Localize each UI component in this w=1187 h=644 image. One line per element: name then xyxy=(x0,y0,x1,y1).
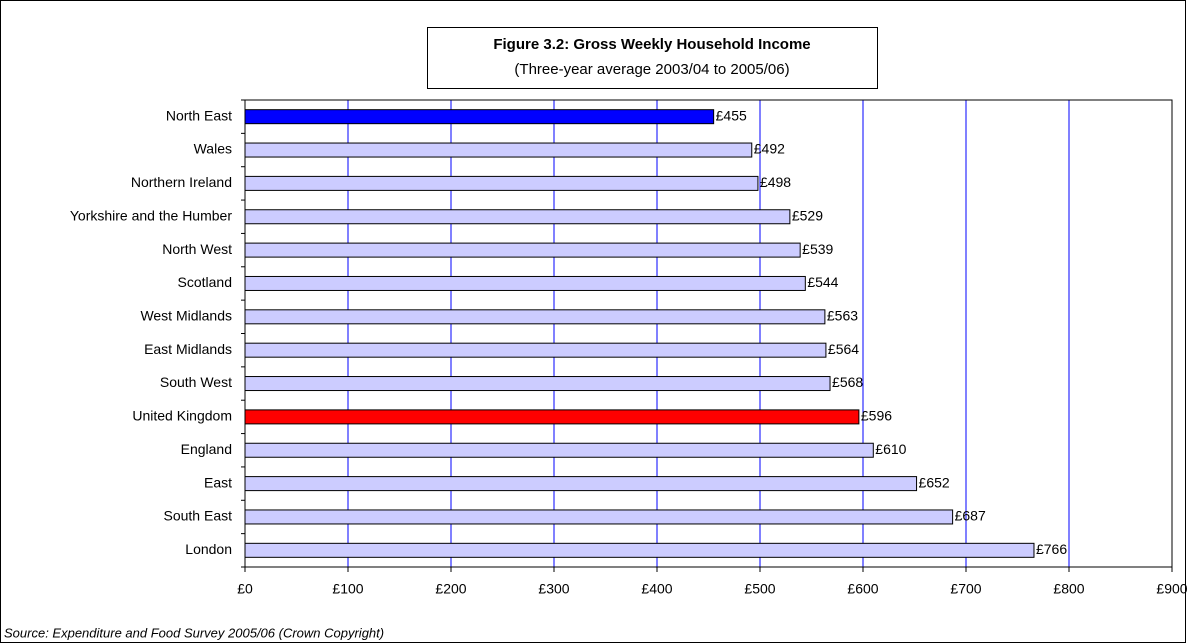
plot-area xyxy=(245,100,1172,567)
bar xyxy=(244,309,826,325)
y-tick-label: South West xyxy=(160,374,232,390)
y-tick-label: Scotland xyxy=(178,274,232,290)
y-tick-label: United Kingdom xyxy=(132,408,232,424)
bar xyxy=(244,476,918,492)
value-label: £492 xyxy=(754,141,785,157)
x-tick-label: £600 xyxy=(847,581,878,597)
value-label: £498 xyxy=(760,174,791,190)
x-tick-label: £500 xyxy=(744,581,775,597)
chart-subtitle: (Three-year average 2003/04 to 2005/06) xyxy=(514,61,789,78)
bar xyxy=(244,509,954,525)
source-note: Source: Expenditure and Food Survey 2005… xyxy=(4,625,384,640)
x-tick-label: £200 xyxy=(435,581,466,597)
y-tick-label: Northern Ireland xyxy=(131,174,232,190)
value-label: £596 xyxy=(861,408,892,424)
y-tick-label: North West xyxy=(162,241,232,257)
bar xyxy=(244,175,759,191)
bar xyxy=(244,542,1035,558)
x-tick-label: £0 xyxy=(237,581,253,597)
value-label: £563 xyxy=(827,308,858,324)
title-box xyxy=(427,27,878,89)
y-tick-label: Yorkshire and the Humber xyxy=(70,207,232,223)
y-tick-label: North East xyxy=(166,107,232,123)
value-label: £564 xyxy=(828,341,859,357)
y-tick-label: East xyxy=(204,474,232,490)
x-tick-label: £800 xyxy=(1053,581,1084,597)
value-label: £568 xyxy=(832,374,863,390)
x-tick-label: £300 xyxy=(538,581,569,597)
value-label: £529 xyxy=(792,207,823,223)
x-tick-label: £100 xyxy=(332,581,363,597)
bar xyxy=(244,409,860,425)
value-label: £766 xyxy=(1036,541,1067,557)
chart-title: Figure 3.2: Gross Weekly Household Incom… xyxy=(493,36,810,53)
value-label: £539 xyxy=(802,241,833,257)
bar xyxy=(244,142,753,158)
bar xyxy=(244,109,715,125)
value-label: £455 xyxy=(716,107,747,123)
value-label: £610 xyxy=(875,441,906,457)
y-tick-label: Wales xyxy=(194,141,232,157)
bar xyxy=(244,209,791,225)
value-label: £544 xyxy=(807,274,838,290)
x-tick-label: £900 xyxy=(1156,581,1187,597)
bar xyxy=(244,242,801,258)
y-tick-label: England xyxy=(181,441,232,457)
value-label: £687 xyxy=(955,508,986,524)
y-tick-label: West Midlands xyxy=(140,308,232,324)
bar xyxy=(244,376,831,392)
x-tick-label: £400 xyxy=(641,581,672,597)
x-tick-label: £700 xyxy=(950,581,981,597)
bar xyxy=(244,442,874,458)
y-tick-label: East Midlands xyxy=(144,341,232,357)
bar xyxy=(244,342,827,358)
value-label: £652 xyxy=(919,474,950,490)
y-tick-label: South East xyxy=(164,508,233,524)
y-tick-label: London xyxy=(185,541,232,557)
bar xyxy=(244,275,806,291)
